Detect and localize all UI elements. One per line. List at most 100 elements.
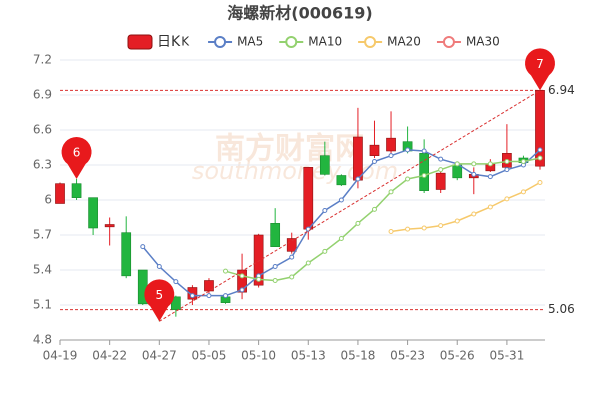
candle-body bbox=[452, 164, 463, 179]
ma-point bbox=[454, 161, 460, 167]
y-tick-label: 6.6 bbox=[33, 123, 52, 137]
ma-point bbox=[504, 159, 510, 164]
y-tick-label: 6 bbox=[44, 193, 52, 207]
ma-point bbox=[338, 236, 344, 241]
ma-point bbox=[206, 293, 212, 299]
chart-title: 海螺新材(000619) bbox=[227, 4, 372, 23]
candle-body bbox=[419, 153, 429, 191]
candle-body bbox=[353, 136, 363, 181]
x-tick-label: 04-19 bbox=[43, 349, 78, 363]
x-tick-label: 04-27 bbox=[142, 349, 177, 363]
ma-point bbox=[223, 268, 229, 274]
ma-point bbox=[272, 278, 278, 283]
candle-body bbox=[55, 183, 65, 204]
legend-icon bbox=[285, 36, 298, 48]
ma-point bbox=[405, 147, 411, 153]
reference-label: 6.94 bbox=[548, 83, 575, 97]
candle-body bbox=[204, 280, 214, 292]
legend: 日K K MA5 MA10 MA20 MA30 bbox=[127, 34, 500, 50]
x-tick-label: 05-18 bbox=[340, 349, 375, 363]
candle-body bbox=[270, 223, 281, 247]
ma-point bbox=[537, 147, 543, 153]
y-tick-label: 5.1 bbox=[33, 298, 52, 312]
watermark: 南方财富网 bbox=[215, 132, 365, 167]
candle-body bbox=[104, 224, 115, 228]
y-tick-label: 4.8 bbox=[33, 333, 52, 347]
ma-point bbox=[520, 189, 526, 195]
candle-body bbox=[336, 175, 347, 186]
reference-label: 5.06 bbox=[548, 302, 575, 316]
candle-body bbox=[535, 90, 545, 167]
ma-point bbox=[537, 155, 543, 161]
ma-point bbox=[223, 293, 229, 299]
candle-body bbox=[303, 167, 314, 230]
ma-point bbox=[371, 206, 377, 212]
candle-body bbox=[253, 234, 264, 286]
candle-body bbox=[386, 137, 396, 152]
legend-label: MA10 bbox=[308, 35, 342, 49]
candle-body bbox=[319, 155, 330, 175]
ma-point bbox=[421, 225, 427, 231]
marker-label: 7 bbox=[536, 57, 544, 71]
ma-point bbox=[272, 264, 278, 269]
marker-pin bbox=[61, 137, 92, 179]
legend-icon bbox=[364, 36, 377, 48]
ma-point bbox=[388, 189, 394, 195]
ma-point bbox=[355, 176, 361, 182]
x-tick-label: 05-10 bbox=[241, 349, 276, 363]
ma-point bbox=[173, 279, 179, 285]
ma-point bbox=[537, 180, 543, 185]
ma-point bbox=[421, 173, 427, 178]
y-tick-label: 7.2 bbox=[33, 53, 52, 67]
legend-icon bbox=[442, 36, 455, 48]
ma-line bbox=[225, 157, 541, 282]
ma-point bbox=[322, 248, 328, 254]
x-tick-label: 05-26 bbox=[440, 349, 475, 363]
ma-point bbox=[322, 208, 328, 213]
ma-point bbox=[504, 167, 510, 173]
y-tick-label: 6.9 bbox=[33, 88, 52, 102]
ma-point bbox=[438, 223, 444, 229]
marker-pin bbox=[525, 48, 556, 91]
ma-point bbox=[487, 204, 493, 210]
ma-point bbox=[355, 220, 361, 226]
ma-point bbox=[239, 287, 245, 293]
trend-line bbox=[159, 89, 541, 322]
x-tick-label: 05-23 bbox=[390, 349, 425, 363]
ma-point bbox=[520, 159, 526, 164]
ma-point bbox=[256, 276, 262, 282]
ma-point bbox=[487, 161, 493, 167]
ma-point bbox=[471, 211, 477, 217]
candle-body bbox=[286, 238, 297, 252]
ma-point bbox=[421, 148, 427, 154]
y-tick-label: 5.4 bbox=[33, 263, 52, 277]
legend-icon bbox=[127, 34, 153, 50]
y-tick-label: 5.7 bbox=[33, 228, 52, 242]
watermark: southmoney.com bbox=[192, 157, 398, 185]
ma-point bbox=[338, 197, 344, 203]
ma-point bbox=[289, 254, 295, 260]
ma-point bbox=[305, 260, 311, 266]
ma-point bbox=[405, 226, 411, 232]
ma-point bbox=[140, 244, 146, 250]
ma-point bbox=[471, 171, 477, 177]
ma-point bbox=[438, 167, 444, 173]
ma-point bbox=[504, 196, 510, 202]
x-tick-label: 05-31 bbox=[489, 349, 524, 363]
x-tick-label: 05-13 bbox=[291, 349, 326, 363]
ma-point bbox=[239, 273, 245, 279]
ma-point bbox=[405, 176, 411, 182]
candle-body bbox=[369, 144, 380, 156]
x-tick-label: 05-05 bbox=[192, 349, 227, 363]
legend-label: MA5 bbox=[237, 35, 263, 49]
ma-point bbox=[438, 156, 444, 162]
ma-point bbox=[487, 174, 493, 180]
ma-point bbox=[156, 264, 162, 269]
ma-point bbox=[289, 274, 295, 280]
ma-point bbox=[388, 229, 394, 234]
ma-line bbox=[390, 181, 541, 233]
ma-point bbox=[189, 293, 195, 299]
ma-point bbox=[371, 159, 377, 164]
candle-body bbox=[88, 197, 98, 229]
